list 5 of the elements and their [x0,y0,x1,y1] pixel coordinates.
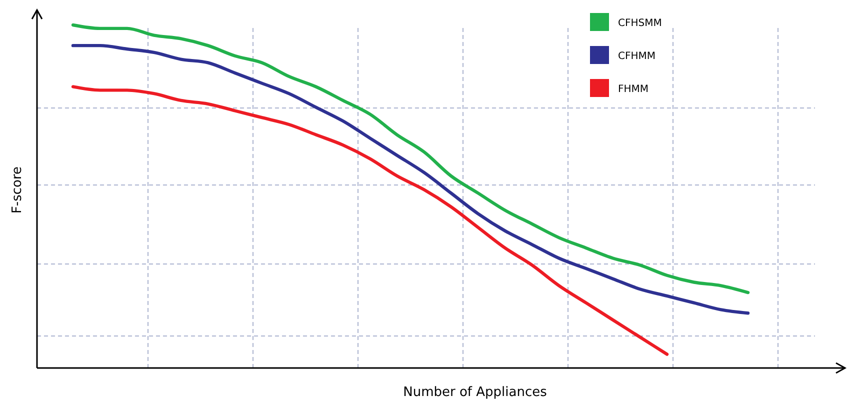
x-axis-title: Number of Appliances [403,385,548,400]
y-axis-title: F-score [10,166,25,214]
legend-label: CFHSMM [618,18,662,29]
legend-label: FHMM [618,84,649,95]
legend-label: CFHMM [618,51,656,62]
